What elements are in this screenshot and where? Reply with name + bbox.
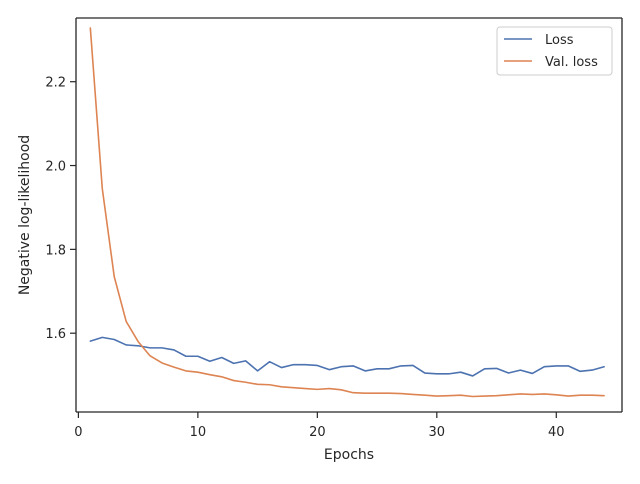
legend: Loss Val. loss [496, 26, 613, 76]
legend-label-1: Val. loss [545, 55, 598, 70]
y-tick-label: 1.8 [45, 243, 66, 258]
x-tick-label: 0 [74, 425, 82, 440]
series-line-0 [89, 336, 605, 377]
y-tick-label: 2.0 [45, 160, 66, 175]
y-tick-label: 2.2 [45, 76, 66, 91]
y-axis-label: Negative log-likelihood [17, 135, 33, 295]
x-tick-label: 30 [429, 425, 446, 440]
series-line-1 [89, 27, 605, 398]
x-tick-label: 20 [309, 425, 326, 440]
axes-layer: 0 10 20 30 40 1.6 1.8 2.0 2.2 [45, 17, 623, 440]
x-axis-label: Epochs [324, 447, 374, 463]
series-layer [89, 27, 605, 398]
x-tick-label: 10 [190, 425, 207, 440]
y-tick-label: 1.6 [45, 327, 66, 342]
legend-label-0: Loss [545, 33, 574, 48]
x-tick-label: 40 [548, 425, 565, 440]
